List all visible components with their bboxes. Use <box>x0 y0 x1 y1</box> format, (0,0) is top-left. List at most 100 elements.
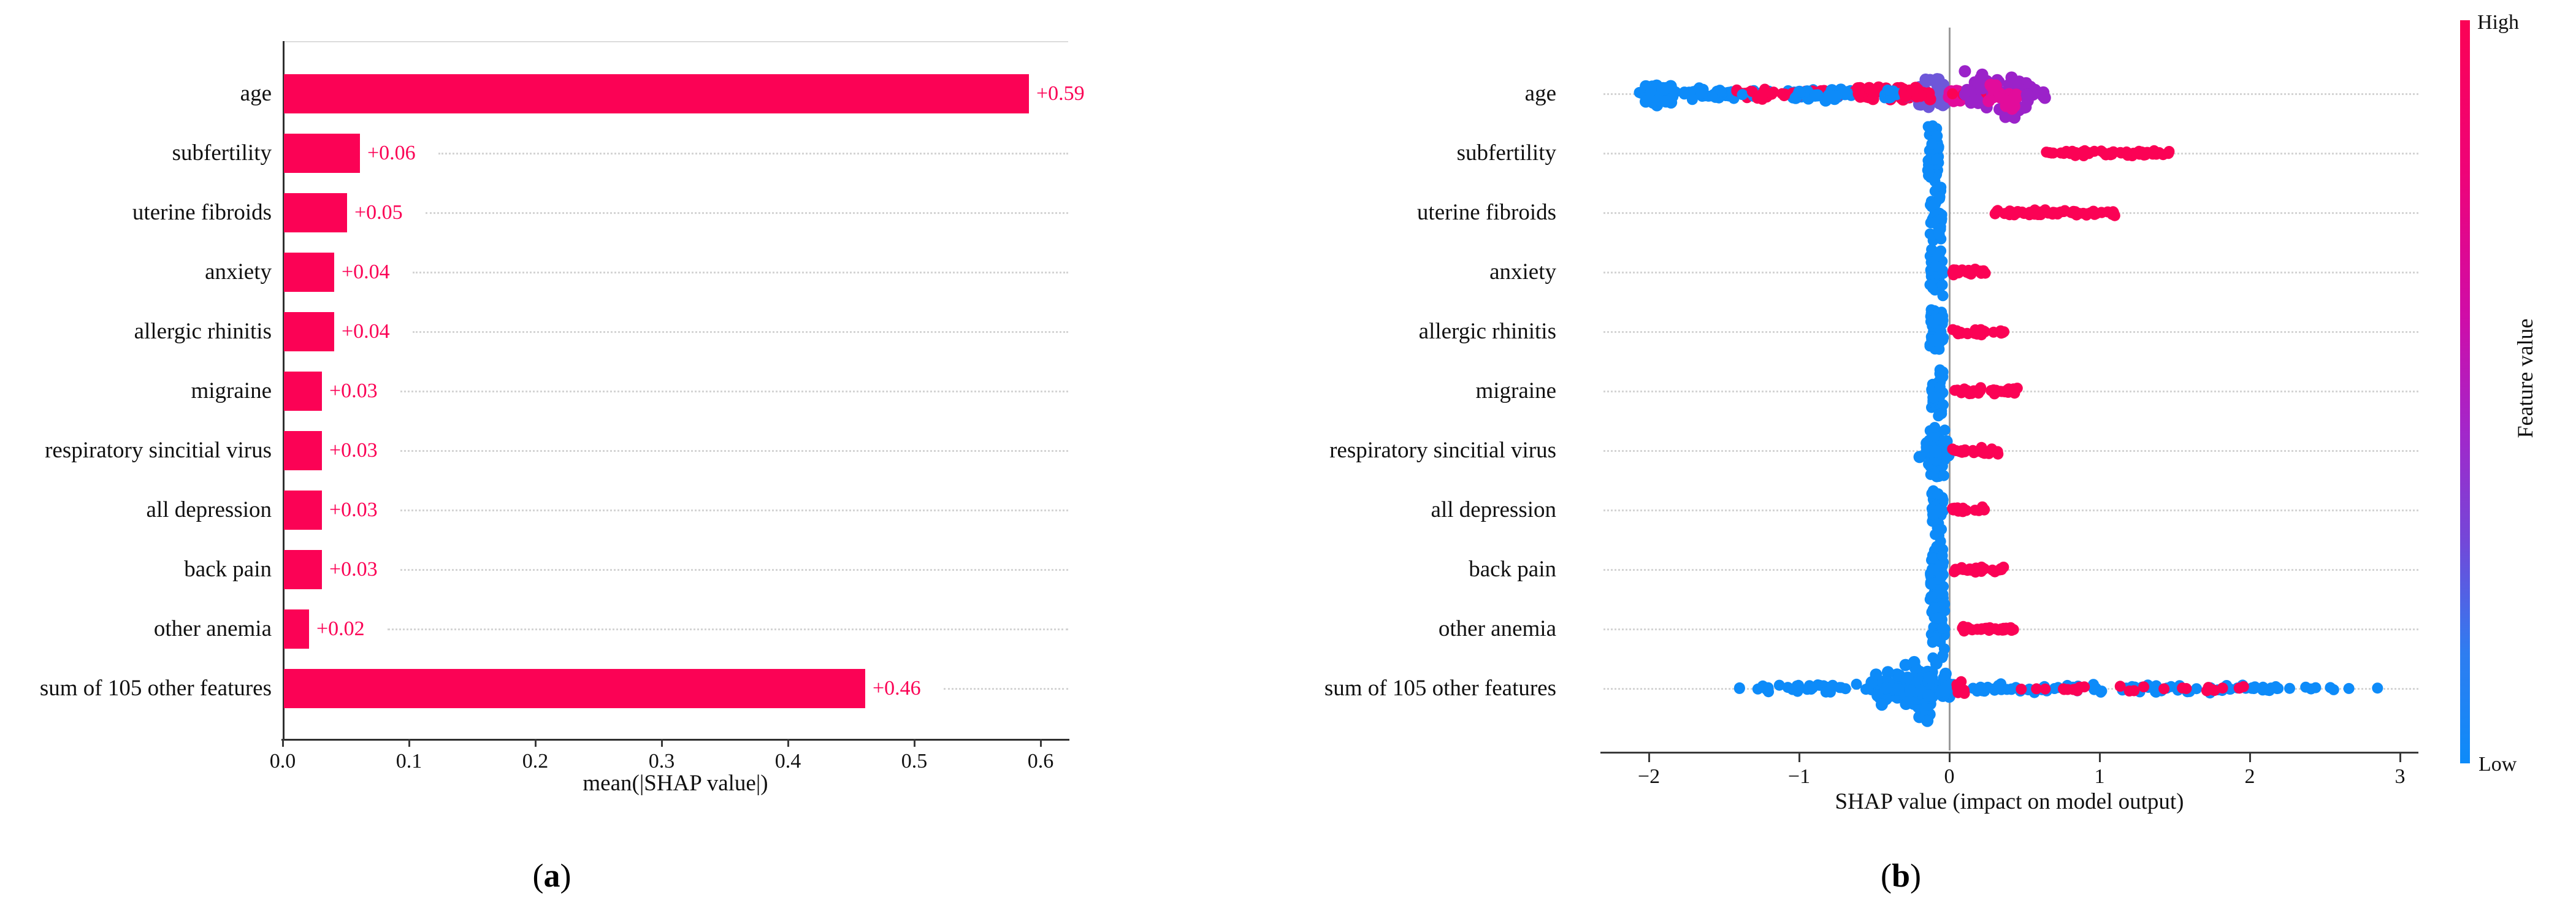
feature-label: migraine <box>191 378 272 403</box>
x-axis-tick-label: 2 <box>2244 765 2255 788</box>
x-axis-tick <box>2399 754 2401 762</box>
panel-a-x-axis-label: mean(|SHAP value|) <box>583 771 768 796</box>
x-axis-tick-label: 0.4 <box>774 750 801 773</box>
x-axis-tick <box>1798 754 1800 762</box>
caption-paren: ) <box>1910 857 1921 894</box>
x-axis-tick <box>661 739 663 747</box>
shap-bar <box>284 609 309 649</box>
colorbar-high-label: High <box>2477 11 2519 34</box>
x-axis-tick <box>1648 754 1650 762</box>
shap-bar <box>284 253 334 292</box>
row-gridline <box>1603 688 2418 690</box>
x-axis-tick <box>1040 739 1042 747</box>
x-axis-spine <box>1600 752 2418 754</box>
feature-label: other anemia <box>153 616 272 641</box>
x-axis-tick <box>914 739 915 747</box>
row-gridline <box>400 569 1068 571</box>
feature-label: back pain <box>1469 557 1556 582</box>
caption-letter: a <box>543 857 560 894</box>
row-gridline <box>944 688 1068 690</box>
feature-label: other anemia <box>1438 616 1556 641</box>
row-gridline <box>426 212 1068 214</box>
x-axis-tick-label: −2 <box>1637 765 1661 788</box>
panel-b-x-axis-label: SHAP value (impact on model output) <box>1835 789 2184 814</box>
feature-label: age <box>240 81 272 106</box>
row-gridline <box>413 272 1068 273</box>
row-gridline <box>400 510 1068 511</box>
row-gridline <box>413 331 1068 333</box>
feature-label: anxiety <box>1489 259 1556 284</box>
feature-label: allergic rhinitis <box>134 319 272 344</box>
x-axis-tick <box>282 739 284 747</box>
row-gridline <box>1603 391 2418 392</box>
colorbar-low-label: Low <box>2479 753 2517 776</box>
x-axis-tick-label: 0 <box>1944 765 1955 788</box>
shap-bar <box>284 372 322 411</box>
panel-b-beeswarm-chart: age subfertility uterine fibroids anxiety al… <box>1165 0 2576 846</box>
subfigure-caption-a: (a) <box>466 856 638 895</box>
row-gridline <box>1603 153 2418 155</box>
panel-a-bar-chart: age +0.59 subfertility +0.06 uterine fibroid… <box>0 0 1104 846</box>
feature-label: uterine fibroids <box>132 200 272 225</box>
row-gridline <box>400 391 1068 392</box>
bar-value-label: +0.03 <box>329 439 378 462</box>
row-gridline <box>438 153 1068 155</box>
x-axis-tick <box>535 739 537 747</box>
bar-value-label: +0.59 <box>1036 82 1085 105</box>
plot-top-border <box>283 41 1068 42</box>
feature-label: all depression <box>1431 497 1556 522</box>
feature-label: anxiety <box>205 259 272 284</box>
caption-paren: ) <box>560 857 571 894</box>
subfigure-caption-b: (b) <box>1815 856 1987 895</box>
x-axis-spine <box>281 739 1069 741</box>
bar-value-label: +0.06 <box>367 142 416 164</box>
shap-bar <box>284 669 865 708</box>
x-axis-tick <box>408 739 410 747</box>
shap-bar <box>284 431 322 470</box>
bar-value-label: +0.05 <box>354 201 403 224</box>
bar-value-label: +0.04 <box>342 261 390 283</box>
bar-value-label: +0.02 <box>316 617 365 640</box>
bar-value-label: +0.03 <box>329 498 378 521</box>
bar-value-label: +0.03 <box>329 380 378 402</box>
row-gridline <box>1603 331 2418 333</box>
feature-value-colorbar <box>2460 20 2470 763</box>
bar-value-label: +0.46 <box>873 677 921 700</box>
shap-bar <box>284 193 347 232</box>
row-gridline <box>1603 510 2418 511</box>
shap-bar <box>284 312 334 351</box>
shap-bar <box>284 74 1029 113</box>
feature-label: sum of 105 other features <box>1324 676 1556 701</box>
row-gridline <box>400 450 1068 452</box>
x-axis-tick <box>787 739 789 747</box>
x-axis-tick-label: 0.0 <box>269 750 296 773</box>
feature-label: migraine <box>1475 378 1556 403</box>
x-axis-tick <box>2099 754 2101 762</box>
feature-label: sum of 105 other features <box>39 676 272 701</box>
x-axis-tick-label: 0.6 <box>1027 750 1054 773</box>
row-gridline <box>1603 628 2418 630</box>
x-axis-tick-label: −1 <box>1787 765 1811 788</box>
x-axis-tick-label: 0.5 <box>901 750 928 773</box>
shap-bar <box>284 134 360 173</box>
row-gridline <box>1603 450 2418 452</box>
feature-label: respiratory sincitial virus <box>1329 438 1556 463</box>
caption-paren: ( <box>1880 857 1892 894</box>
x-axis-tick-label: 0.3 <box>648 750 675 773</box>
x-axis-tick <box>1949 754 1951 762</box>
row-gridline <box>388 628 1068 630</box>
feature-label: all depression <box>146 497 272 522</box>
x-axis-tick-label: 3 <box>2394 765 2406 788</box>
caption-paren: ( <box>532 857 544 894</box>
feature-label: allergic rhinitis <box>1418 319 1556 344</box>
bar-value-label: +0.03 <box>329 558 378 581</box>
feature-label: respiratory sincitial virus <box>45 438 272 463</box>
zero-reference-line <box>1949 28 1951 750</box>
x-axis-tick <box>2249 754 2251 762</box>
feature-label: age <box>1524 81 1556 106</box>
row-gridline <box>1603 569 2418 571</box>
x-axis-tick-label: 0.1 <box>396 750 422 773</box>
colorbar-axis-label: Feature value <box>2513 318 2537 438</box>
shap-bar <box>284 550 322 589</box>
